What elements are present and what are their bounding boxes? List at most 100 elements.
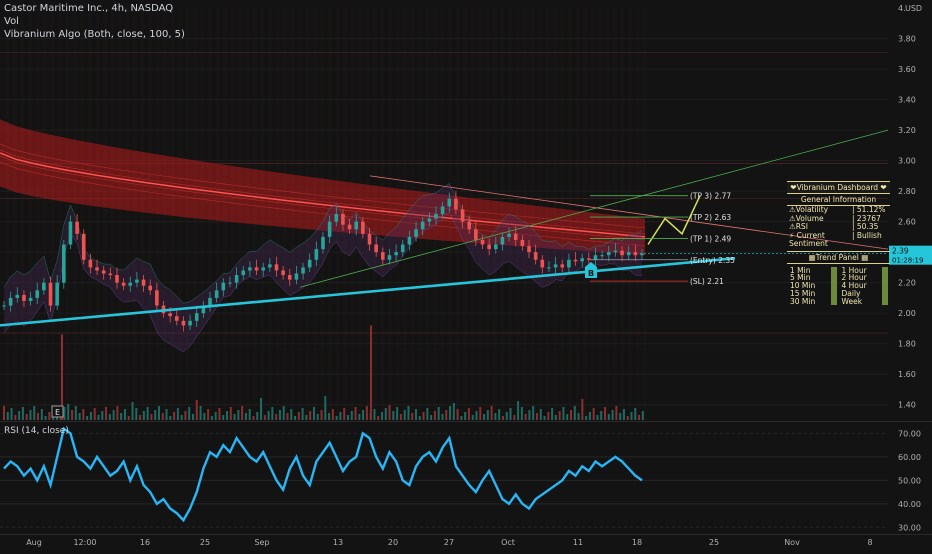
session-stripe (28, 8, 32, 420)
candle-body (381, 252, 385, 260)
volume-bar (573, 406, 576, 420)
volume-bar (86, 416, 89, 420)
session-stripe (13, 8, 17, 420)
volume-bar (483, 414, 486, 420)
session-stripe (36, 8, 39, 420)
dashboard-row-value: | 23767 (852, 213, 881, 223)
candle-body (108, 273, 113, 276)
volume-bar (638, 415, 641, 420)
volume-bar (139, 415, 142, 420)
volume-bar (358, 414, 361, 420)
volume-bar (388, 405, 391, 420)
candle-body (427, 218, 432, 222)
tp3-level-label: (TP 3) 2.77 (690, 192, 731, 201)
volume-bar (244, 413, 247, 420)
candle-body (467, 221, 472, 230)
volume-bar (108, 414, 111, 420)
candle-body (201, 305, 206, 314)
volume-bar (294, 416, 297, 420)
volume-bar (505, 412, 508, 420)
volume-bar (120, 413, 123, 420)
volume-bar (63, 407, 66, 420)
volume-bar (195, 400, 198, 420)
candle-body (241, 270, 246, 276)
volume-bar (309, 411, 312, 420)
candle-body (460, 209, 465, 222)
trend-timeframe: Daily (841, 288, 861, 298)
volume-bar (607, 414, 610, 420)
volume-bar (40, 409, 43, 420)
volume-bar (626, 416, 629, 420)
volume-bar (97, 415, 100, 420)
trend-indicator (830, 266, 837, 275)
volume-bar (74, 406, 77, 420)
volume-bar (452, 403, 455, 420)
price-axis-label: 2.20 (898, 279, 916, 288)
volume-bar (350, 411, 353, 420)
dashboard-row-key: ⚠Volume (789, 213, 824, 223)
volume-bar (588, 412, 591, 420)
volume-bar (286, 413, 289, 420)
price-axis-label: 3.00 (898, 157, 916, 166)
price-axis-label: 4. (898, 4, 906, 13)
volume-bar (551, 408, 554, 420)
volume-bar (320, 410, 323, 420)
candle-body (174, 316, 179, 321)
band-line (0, 143, 646, 229)
candle-body (587, 258, 591, 260)
session-stripe (111, 8, 114, 420)
volume-bar (161, 413, 164, 420)
candle-body (188, 320, 192, 326)
dashboard-row-key: ⚠RSI (789, 222, 808, 231)
candle-body (633, 252, 638, 256)
volume-bar (290, 409, 293, 420)
trend-timeframe: 30 Min (790, 296, 816, 306)
volume-bar (441, 414, 444, 420)
candle-body (593, 255, 598, 260)
candle-body (480, 239, 485, 245)
volume-bar (199, 406, 202, 420)
volume-bar (346, 415, 349, 420)
volume-bar (214, 412, 217, 420)
volume-bar (399, 414, 402, 420)
volume-bar (407, 406, 410, 420)
candle-body (48, 282, 53, 306)
candle-body (334, 214, 339, 222)
volume-bar (176, 408, 179, 420)
volume-bar (71, 410, 74, 420)
vibranium-dashboard: ❤Vibranium Dashboard ❤ General Informati… (787, 181, 890, 306)
volume-bar (101, 411, 104, 420)
price-axis-label: 2.80 (898, 187, 916, 196)
volume-bar (150, 414, 153, 420)
volume-bar (554, 415, 557, 420)
candle-body (454, 198, 458, 210)
price-axis-label: 1.40 (898, 401, 916, 410)
candle-body (181, 320, 186, 326)
candle-body (2, 305, 6, 307)
algo-indicator-label[interactable]: Vibranium Algo (Both, close, 100, 5) (4, 29, 185, 40)
dashboard-row-value: | 50.35 (852, 222, 879, 231)
volume-bar (218, 408, 221, 420)
volume-bar (248, 409, 251, 420)
candle-body (374, 244, 378, 253)
session-stripe (81, 8, 84, 420)
dashboard-row-key: ⚡ Current Sentiment (789, 230, 828, 248)
session-stripe (6, 8, 9, 420)
volume-bar (14, 415, 17, 420)
volume-bar (44, 416, 47, 420)
volume-bar (18, 411, 21, 420)
volume-bar (596, 415, 599, 420)
volume-bar (486, 410, 489, 420)
volume-bar (547, 412, 550, 420)
candle-body (500, 236, 505, 245)
volume-bar (112, 410, 115, 420)
volume-bar (275, 414, 278, 420)
candle-body (141, 279, 146, 286)
chart-header: Castor Maritime Inc., 4h, NASDAQ Vol Vib… (4, 2, 185, 41)
trend-indicator (882, 274, 888, 283)
rsi-label[interactable]: RSI (14, close) (4, 426, 69, 436)
candle-body (8, 297, 13, 306)
volume-bar (192, 414, 194, 420)
candle-body (613, 250, 618, 253)
candle-body (387, 255, 392, 260)
